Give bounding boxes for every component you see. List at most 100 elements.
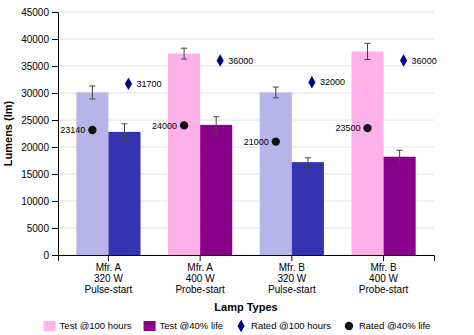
y-tick: 10000	[21, 196, 58, 207]
y-tick-label: 10000	[21, 196, 49, 207]
y-tick: 5000	[27, 223, 58, 234]
y-tick-mark	[52, 174, 58, 175]
legend-label: Rated @100 hours	[251, 320, 331, 331]
y-axis-title: Lumens (lm)	[2, 100, 14, 166]
y-tick-mark	[52, 228, 58, 229]
legend-swatch	[237, 320, 244, 332]
marker	[180, 121, 188, 129]
legend-item: Test @100 hours	[44, 320, 132, 331]
marker	[272, 137, 280, 145]
y-tick-label: 35000	[21, 61, 49, 72]
x-axis-line	[59, 256, 435, 262]
legend-label: Test @40% life	[160, 320, 224, 331]
legend-swatch	[44, 321, 56, 331]
marker	[363, 124, 371, 132]
y-tick-label: 20000	[21, 142, 49, 153]
marker-series	[125, 54, 407, 90]
bar	[76, 92, 108, 255]
error-bar-line	[399, 150, 400, 163]
grid	[58, 12, 434, 255]
error-bar-line	[213, 116, 219, 117]
y-tick: 40000	[21, 34, 58, 45]
error-bar-line	[305, 166, 311, 167]
y-axis-line	[52, 13, 59, 256]
y-tick-label: 5000	[27, 223, 50, 234]
grid-line	[58, 39, 434, 40]
error-bar-line	[273, 87, 279, 88]
error-bar-line	[216, 117, 217, 133]
legend-label: Test @100 hours	[60, 320, 132, 331]
y-tick-label: 25000	[21, 115, 49, 126]
data-label: 21000	[244, 137, 269, 147]
error-bar-line	[181, 48, 187, 49]
y-tick-mark	[52, 147, 58, 148]
y-tick-mark	[52, 255, 58, 256]
legend-item: Rated @40% life	[345, 320, 431, 331]
y-tick: 30000	[21, 88, 58, 99]
y-tick-label: 40000	[21, 34, 49, 45]
error-bar-line	[273, 97, 279, 98]
y-tick: 20000	[21, 142, 58, 153]
marker	[217, 54, 224, 66]
error-bar-line	[305, 157, 311, 158]
x-tick-mark	[108, 255, 109, 261]
legend-item: Rated @100 hours	[237, 320, 331, 332]
x-tick: Mfr. A400 WProbe-start	[175, 255, 225, 295]
bar	[292, 162, 324, 255]
error-bar-line	[121, 123, 127, 124]
marks	[76, 43, 415, 255]
x-tick-label: Mfr. B320 WPulse-start	[268, 262, 316, 295]
y-tick: 15000	[21, 169, 58, 180]
y-tick: 0	[43, 250, 58, 261]
y-tick-mark	[52, 39, 58, 40]
x-tick: Mfr. B320 WPulse-start	[268, 255, 316, 295]
error-bar-line	[89, 85, 95, 86]
x-tick-label: Mfr. A320 WPulse-start	[85, 262, 133, 295]
error-bar-line	[367, 43, 368, 59]
marker	[308, 76, 315, 88]
data-labels: 31700 36000 32000 36000 23140 24000 21000 23500	[60, 56, 436, 147]
data-label: 32000	[320, 77, 345, 87]
x-tick-label: Mfr. A400 WProbe-start	[175, 262, 225, 295]
marker	[125, 78, 132, 90]
data-label: 23140	[60, 125, 85, 135]
error-bar	[121, 124, 127, 140]
error-bar-line	[365, 59, 371, 60]
data-label: 23500	[335, 123, 360, 133]
plot: 0 5000 10000 15000 20000 25000 30000 35000 40000…	[2, 7, 437, 313]
bar	[384, 157, 416, 255]
data-label: 24000	[152, 121, 177, 131]
error-bar	[273, 87, 279, 98]
data-label: 36000	[412, 56, 437, 66]
legend: Test @100 hours Test @40% life Rated @100 …	[44, 320, 431, 332]
bar	[168, 54, 200, 255]
error-bar-line	[213, 132, 219, 133]
error-bar	[213, 117, 219, 133]
error-bar-line	[121, 139, 127, 140]
error-bar-line	[397, 150, 403, 151]
y-tick-label: 45000	[21, 7, 49, 18]
x-tick: Mfr. B400 WProbe-start	[359, 255, 409, 295]
x-tick-mark	[200, 255, 201, 261]
y-tick-mark	[52, 201, 58, 202]
x-tick: Mfr. A320 WPulse-start	[85, 255, 133, 295]
error-bar	[89, 86, 95, 99]
data-label: 36000	[228, 56, 253, 66]
error-bar	[397, 150, 403, 163]
bar	[200, 125, 232, 255]
data-label: 31700	[136, 79, 161, 89]
bar	[108, 132, 140, 255]
y-axis: 0 5000 10000 15000 20000 25000 30000 35000 40000…	[21, 7, 58, 261]
y-tick-label: 15000	[21, 169, 49, 180]
error-bar-line	[307, 158, 308, 167]
y-tick-label: 30000	[21, 88, 49, 99]
bar-series	[76, 43, 383, 255]
error-bar	[305, 158, 311, 167]
error-bar	[365, 43, 371, 59]
x-tick-label: Mfr. B400 WProbe-start	[359, 262, 409, 295]
error-bar-line	[89, 98, 95, 99]
y-tick-mark	[52, 120, 58, 121]
y-tick-mark	[52, 93, 58, 94]
marker	[400, 54, 407, 66]
marker	[88, 126, 96, 134]
